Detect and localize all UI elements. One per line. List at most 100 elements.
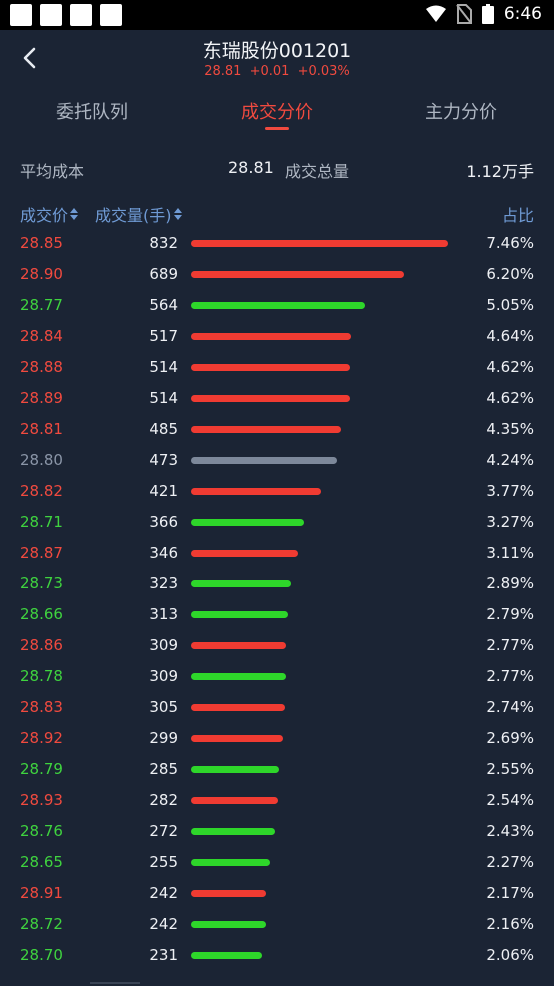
table-row[interactable]: 28.89 514 4.62% [0, 383, 554, 414]
volume-ratio: 7.46% [486, 234, 534, 252]
trade-price: 28.81 [20, 419, 63, 438]
table-row[interactable]: 28.92 299 2.69% [0, 723, 554, 754]
trade-price: 28.91 [20, 883, 63, 902]
volume-ratio: 3.27% [486, 512, 534, 531]
table-row[interactable]: 28.93 282 2.54% [0, 785, 554, 816]
notification-icon [70, 4, 92, 26]
volume-bar [191, 301, 366, 309]
trade-price: 28.84 [20, 326, 63, 345]
volume-bar [191, 920, 266, 928]
trade-price: 28.70 [20, 945, 63, 964]
table-row[interactable]: 28.83 305 2.74% [0, 692, 554, 723]
table-row[interactable]: 28.81 485 4.35% [0, 414, 554, 445]
table-row[interactable]: 28.87 346 3.11% [0, 538, 554, 569]
trade-price: 28.78 [20, 667, 63, 686]
table-row[interactable]: 28.79 285 2.55% [0, 754, 554, 785]
trade-price: 28.89 [20, 388, 63, 407]
table-row[interactable]: 28.91 242 2.17% [0, 878, 554, 909]
trade-volume: 309 [149, 667, 178, 686]
trade-price: 28.71 [20, 512, 63, 531]
notification-icon [100, 4, 122, 26]
summary-bar: 平均成本 28.81 成交总量 1.12万手 [0, 150, 554, 186]
table-row[interactable]: 28.71 366 3.27% [0, 507, 554, 538]
trade-volume: 272 [149, 822, 178, 841]
volume-ratio: 2.79% [486, 605, 534, 624]
volume-bar [191, 456, 338, 464]
table-row[interactable]: 28.90 689 6.20% [0, 259, 554, 290]
table-row[interactable]: 28.66 313 2.79% [0, 599, 554, 630]
sort-icon [173, 208, 182, 220]
volume-ratio: 4.35% [486, 419, 534, 438]
trade-price: 28.79 [20, 760, 63, 779]
tab-main-force-distribution[interactable]: 主力分价 [425, 102, 497, 123]
stock-quote: 28.81 +0.01 +0.03% [0, 64, 554, 79]
tab-order-queue[interactable]: 委托队列 [56, 102, 128, 123]
total-volume-label: 成交总量 [285, 162, 350, 181]
notification-icons [10, 4, 122, 26]
table-row[interactable]: 28.76 272 2.43% [0, 816, 554, 847]
trade-volume: 514 [149, 388, 178, 407]
volume-ratio: 2.55% [486, 760, 534, 779]
table-row[interactable]: 28.86 309 2.77% [0, 630, 554, 661]
ratio-column-label: 占比 [501, 206, 534, 225]
scroll-indicator [90, 982, 140, 984]
trade-volume: 313 [149, 605, 178, 624]
trade-volume: 473 [149, 450, 178, 469]
table-row[interactable]: 28.70 231 2.06% [0, 940, 554, 971]
table-row[interactable]: 28.78 309 2.77% [0, 661, 554, 692]
trade-price: 28.83 [20, 698, 63, 717]
volume-ratio: 2.89% [486, 574, 534, 593]
trade-volume: 689 [149, 264, 178, 283]
table-row[interactable]: 28.84 517 4.64% [0, 321, 554, 352]
trade-price: 28.65 [20, 853, 63, 871]
trade-volume: 514 [149, 357, 178, 376]
clock: 6:46 [503, 4, 542, 24]
trade-volume: 421 [149, 481, 178, 500]
tab-trade-price-distribution[interactable]: 成交分价 [241, 102, 313, 123]
table-row[interactable]: 28.88 514 4.62% [0, 352, 554, 383]
volume-bar [191, 394, 350, 402]
volume-bar [191, 704, 286, 712]
volume-ratio: 2.74% [486, 698, 534, 717]
volume-bar [191, 797, 279, 805]
column-header: 成交价 成交量(手) 占比 [0, 196, 554, 230]
table-row[interactable]: 28.77 564 5.05% [0, 290, 554, 321]
table-row[interactable]: 28.72 242 2.16% [0, 909, 554, 940]
price-column-label: 成交价 [20, 206, 69, 225]
table-row[interactable]: 28.73 323 2.89% [0, 568, 554, 599]
volume-ratio: 5.05% [486, 295, 534, 314]
system-icons: 6:46 [425, 4, 542, 24]
sort-icon [70, 208, 79, 220]
trade-volume: 323 [149, 574, 178, 593]
trade-price: 28.85 [20, 234, 63, 252]
table-row[interactable]: 28.80 473 4.24% [0, 445, 554, 476]
volume-bar [191, 332, 351, 340]
table-row[interactable]: 28.85 832 7.46% [0, 228, 554, 259]
trade-price: 28.90 [20, 264, 63, 283]
volume-ratio: 3.11% [486, 543, 534, 562]
trade-price: 28.73 [20, 574, 63, 593]
volume-bar [191, 518, 305, 526]
volume-bar [191, 240, 448, 247]
volume-ratio: 2.77% [486, 636, 534, 655]
trade-volume: 299 [149, 729, 178, 748]
stock-header: 东瑞股份001201 28.81 +0.01 +0.03% [0, 30, 554, 86]
active-tab-indicator [265, 127, 289, 130]
volume-bar [191, 735, 284, 743]
trade-price: 28.72 [20, 914, 63, 933]
sort-by-price-header[interactable]: 成交价 [20, 202, 79, 226]
price-change-pct: +0.03% [297, 64, 350, 79]
wifi-icon [425, 5, 446, 22]
sort-by-volume-header[interactable]: 成交量(手) [95, 202, 182, 226]
back-arrow-icon[interactable] [16, 44, 44, 72]
trade-volume: 285 [149, 760, 178, 779]
trade-volume: 485 [149, 419, 178, 438]
trade-price: 28.88 [20, 357, 63, 376]
volume-ratio: 3.77% [486, 481, 534, 500]
table-row[interactable]: 28.65 255 2.27% [0, 847, 554, 878]
volume-ratio: 2.27% [486, 853, 534, 871]
trade-volume: 231 [149, 945, 178, 964]
trade-price: 28.86 [20, 636, 63, 655]
volume-bar [191, 951, 263, 959]
table-row[interactable]: 28.82 421 3.77% [0, 476, 554, 507]
